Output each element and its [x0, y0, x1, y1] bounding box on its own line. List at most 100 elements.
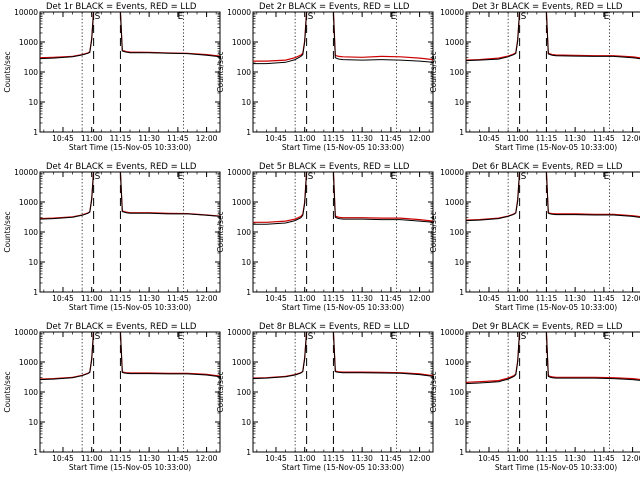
x-tick-label: 12:00: [196, 294, 218, 303]
events-series-line: [253, 172, 433, 225]
y-tick-label: 100: [237, 228, 252, 237]
end-marker-label: E: [391, 172, 397, 182]
y-axis-label: Counts/sec: [3, 371, 12, 412]
y-tick-label: 100: [450, 388, 465, 397]
end-marker-label: E: [178, 12, 184, 22]
panel-title: Det 7r BLACK = Events, RED = LLD: [46, 322, 197, 332]
y-axis-label: Counts/sec: [429, 371, 438, 412]
y-axis-label: Counts/sec: [3, 51, 12, 92]
x-tick-label: 12:00: [409, 294, 431, 303]
x-axis-label: Start Time (15-Nov-05 10:33:00): [495, 463, 617, 472]
plot-frame: [465, 171, 640, 293]
y-tick-label: 100: [450, 68, 465, 77]
x-tick-label: 11:30: [351, 454, 373, 463]
y-tick-label: 1000: [445, 198, 464, 207]
x-tick-label: 11:00: [507, 294, 529, 303]
lld-series-line: [466, 172, 640, 221]
x-tick-label: 11:15: [323, 294, 345, 303]
start-marker-label: S: [521, 172, 527, 182]
events-series-line: [466, 12, 640, 62]
y-tick-label: 100: [237, 68, 252, 77]
lld-series-line: [466, 332, 640, 383]
x-axis-label: Start Time (15-Nov-05 10:33:00): [69, 303, 191, 312]
x-tick-label: 11:30: [138, 134, 160, 143]
x-tick-label: 10:45: [265, 454, 287, 463]
plot-frame: [39, 171, 221, 293]
panel-title: Det 6r BLACK = Events, RED = LLD: [472, 162, 623, 172]
y-tick-label: 10: [454, 98, 464, 107]
events-series-line: [253, 332, 433, 380]
panel-title: Det 8r BLACK = Events, RED = LLD: [259, 322, 410, 332]
plot-frame: [39, 11, 221, 133]
detector-panel: Det 6r BLACK = Events, RED = LLD 1 10 100 10…: [429, 162, 640, 312]
x-tick-label: 11:45: [593, 454, 615, 463]
start-marker-label: S: [95, 172, 101, 182]
x-tick-label: 11:45: [380, 294, 402, 303]
y-tick-label: 1000: [232, 358, 251, 367]
y-tick-label: 10000: [227, 8, 251, 17]
x-tick-label: 11:45: [593, 294, 615, 303]
x-axis-label: Start Time (15-Nov-05 10:33:00): [69, 463, 191, 472]
x-tick-label: 11:45: [167, 294, 189, 303]
lld-series-line: [466, 12, 640, 61]
detector-panel: Det 2r BLACK = Events, RED = LLD 1 10 100 10…: [216, 2, 434, 152]
y-tick-label: 10000: [440, 8, 464, 17]
plot-frame: [465, 11, 640, 133]
x-tick-label: 11:00: [294, 454, 316, 463]
y-axis-label: Counts/sec: [429, 211, 438, 252]
x-tick-label: 10:45: [265, 134, 287, 143]
plot-frame: [465, 331, 640, 453]
x-tick-label: 12:00: [622, 134, 640, 143]
end-marker-label: E: [391, 12, 397, 22]
x-tick-label: 11:15: [323, 134, 345, 143]
lld-series-line: [40, 332, 220, 380]
y-tick-label: 1: [246, 448, 251, 457]
end-marker-label: E: [604, 172, 610, 182]
y-axis-label: Counts/sec: [216, 51, 225, 92]
x-tick-label: 12:00: [196, 454, 218, 463]
events-series-line: [40, 12, 220, 60]
x-axis-label: Start Time (15-Nov-05 10:33:00): [495, 143, 617, 152]
events-series-line: [466, 172, 640, 222]
y-axis-label: Counts/sec: [3, 211, 12, 252]
end-marker-label: E: [604, 12, 610, 22]
x-tick-label: 12:00: [622, 454, 640, 463]
detector-panel: Det 8r BLACK = Events, RED = LLD 1 10 100 10…: [216, 322, 434, 472]
plot-frame: [252, 11, 434, 133]
start-marker-label: S: [308, 332, 314, 342]
plot-frame: [252, 171, 434, 293]
y-tick-label: 1000: [19, 358, 38, 367]
y-tick-label: 100: [237, 388, 252, 397]
x-tick-label: 10:45: [478, 294, 500, 303]
detector-panel: Det 9r BLACK = Events, RED = LLD 1 10 100 10…: [429, 322, 640, 472]
y-tick-label: 10: [241, 98, 251, 107]
y-tick-label: 100: [450, 228, 465, 237]
y-axis-label: Counts/sec: [429, 51, 438, 92]
y-tick-label: 10: [28, 98, 38, 107]
panel-title: Det 3r BLACK = Events, RED = LLD: [472, 2, 623, 12]
x-tick-label: 11:00: [507, 134, 529, 143]
x-tick-label: 11:30: [138, 454, 160, 463]
lld-series-line: [40, 12, 220, 59]
plot-frame: [39, 331, 221, 453]
panel-title: Det 9r BLACK = Events, RED = LLD: [472, 322, 623, 332]
x-tick-label: 11:00: [294, 294, 316, 303]
y-tick-label: 10: [28, 418, 38, 427]
start-marker-label: S: [521, 332, 527, 342]
x-tick-label: 12:00: [622, 294, 640, 303]
x-tick-label: 11:45: [593, 134, 615, 143]
end-marker-label: E: [604, 332, 610, 342]
lld-series-line: [253, 332, 433, 379]
end-marker-label: E: [178, 172, 184, 182]
x-tick-label: 12:00: [409, 454, 431, 463]
detector-panel: Det 7r BLACK = Events, RED = LLD 1 10 100 10…: [3, 322, 221, 472]
panel-title: Det 1r BLACK = Events, RED = LLD: [46, 2, 197, 12]
x-axis-label: Start Time (15-Nov-05 10:33:00): [282, 143, 404, 152]
y-tick-label: 1: [246, 128, 251, 137]
y-tick-label: 1000: [232, 198, 251, 207]
x-axis-label: Start Time (15-Nov-05 10:33:00): [282, 463, 404, 472]
y-tick-label: 10000: [14, 168, 38, 177]
y-tick-label: 1: [459, 288, 464, 297]
y-tick-label: 100: [24, 68, 39, 77]
